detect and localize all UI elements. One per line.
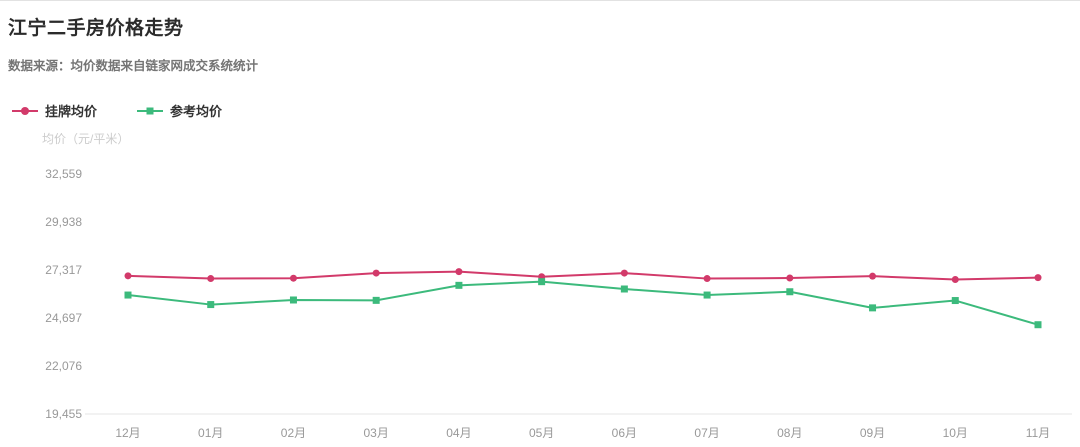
x-axis-tick-label: 07月 [694,426,719,440]
data-point-marker[interactable] [869,272,877,280]
data-point-marker[interactable] [703,291,711,299]
price-trend-chart: 均价（元/平米） 19,455 22,076 24,697 27,317 29,938 3… [0,124,1080,447]
data-point-marker[interactable] [1034,274,1042,282]
x-axis-tick-label: 10月 [943,426,968,440]
legend-item-reference-price[interactable]: 参考均价 [137,101,222,120]
y-axis-tick-label: 29,938 [45,215,82,229]
x-axis-tick-label: 08月 [777,426,802,440]
legend-label-reference-price: 参考均价 [170,104,223,119]
data-source-note: 数据来源：均价数据来自链家网成交系统统计 [8,59,259,73]
data-point-marker[interactable] [951,275,959,283]
reference-series-marker-icon [137,107,164,114]
series-line-0[interactable] [127,270,1039,281]
y-axis-tick-label: 24,697 [45,311,82,325]
data-point-marker[interactable] [289,296,297,304]
x-axis-tick-label: 05月 [529,426,554,440]
data-point-marker[interactable] [538,278,546,286]
x-axis-tick-label: 01月 [198,426,223,440]
data-point-marker[interactable] [1034,321,1042,329]
x-axis-tick-label: 09月 [860,426,885,440]
x-axis-tick-label: 03月 [364,426,389,440]
data-point-marker[interactable] [124,272,132,280]
y-axis-tick-label: 27,317 [45,263,82,277]
y-axis-unit-label: 均价（元/平米） [42,132,130,146]
x-axis-tick-label: 11月 [1026,426,1050,440]
data-point-marker[interactable] [372,296,380,304]
data-point-marker[interactable] [207,301,215,309]
x-axis-tick-label: 12月 [115,426,140,440]
data-point-marker[interactable] [207,275,215,283]
chart-legend: 挂牌均价 参考均价 [12,101,1080,120]
data-point-marker[interactable] [372,269,380,277]
data-point-marker[interactable] [869,304,877,312]
data-point-marker[interactable] [786,274,794,282]
legend-item-listing-price[interactable]: 挂牌均价 [12,101,97,120]
y-axis-tick-label: 19,455 [45,407,82,421]
data-point-marker[interactable] [786,288,794,296]
data-point-marker[interactable] [620,269,628,277]
y-axis-tick-label: 32,559 [45,167,82,181]
x-axis-tick-label: 02月 [281,426,306,440]
data-point-marker[interactable] [951,297,959,305]
data-point-marker[interactable] [124,291,132,299]
y-axis-tick-label: 22,076 [45,359,82,373]
data-point-marker[interactable] [289,274,297,282]
listing-series-marker-icon [12,106,38,115]
legend-label-listing-price: 挂牌均价 [45,104,98,119]
line-chart-canvas[interactable]: 19,455 22,076 24,697 27,317 29,938 32,559 12月 0… [0,124,1080,447]
page-title: 江宁二手房价格走势 [8,18,184,39]
data-point-marker[interactable] [620,285,628,293]
x-axis-tick-label: 04月 [446,426,471,440]
data-point-marker[interactable] [455,268,463,276]
data-point-marker[interactable] [703,275,711,283]
series-line-1[interactable] [127,280,1039,326]
data-point-marker[interactable] [455,281,463,289]
x-axis-tick-label: 06月 [612,426,637,440]
